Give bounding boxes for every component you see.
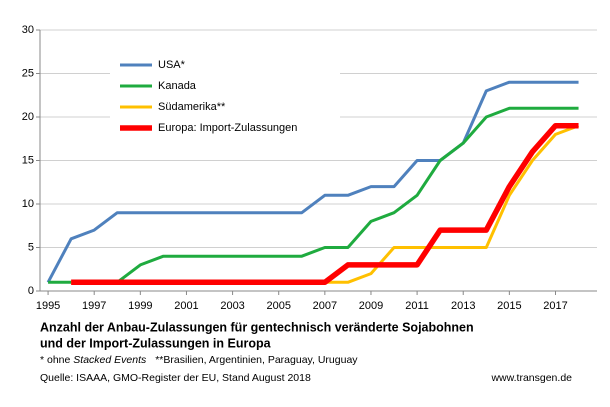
x-tick-label: 2009 <box>359 300 383 312</box>
footnote-part: * ohne <box>40 354 71 366</box>
legend-label: Europa: Import-Zulassungen <box>158 122 297 134</box>
y-tick-label: 0 <box>28 285 34 297</box>
y-tick-label: 25 <box>22 67 34 79</box>
footnote-part: **Brasilien, Argentinien, Paraguay, Urug… <box>155 354 358 366</box>
y-tick-label: 10 <box>22 198 34 210</box>
series-line <box>71 122 579 286</box>
source: Quelle: ISAAA, GMO-Register der EU, Stan… <box>40 372 311 384</box>
y-tick-label: 20 <box>22 111 34 123</box>
x-tick-label: 2001 <box>174 300 198 312</box>
x-tick-label: 2015 <box>497 300 521 312</box>
y-tick-label: 5 <box>28 241 34 253</box>
legend-label: USA* <box>158 59 186 71</box>
footnote-part: Stacked Events <box>73 354 147 366</box>
x-tick-label: 2005 <box>266 300 290 312</box>
footnote: * ohne Stacked Events **Brasilien, Argen… <box>40 354 358 366</box>
series-line <box>46 80 579 284</box>
website: www.transgen.de <box>490 372 572 384</box>
series-line <box>48 106 579 284</box>
x-tick-label: 1997 <box>82 300 106 312</box>
x-tick-label: 2003 <box>220 300 244 312</box>
x-tick-label: 2011 <box>405 300 429 312</box>
x-tick-label: 2007 <box>313 300 337 312</box>
y-tick-label: 15 <box>22 154 34 166</box>
x-tick-label: 2013 <box>451 300 475 312</box>
x-tick-label: 2017 <box>543 300 567 312</box>
chart-title: und der Import-Zulassungen in Europa <box>40 336 272 350</box>
x-tick-label: 1999 <box>128 300 152 312</box>
legend-label: Kanada <box>158 80 197 92</box>
legend-label: Südamerika** <box>158 101 226 113</box>
x-tick-label: 1995 <box>36 300 60 312</box>
y-tick-label: 30 <box>22 24 34 36</box>
chart-title: Anzahl der Anbau-Zulassungen für gentech… <box>40 320 474 334</box>
